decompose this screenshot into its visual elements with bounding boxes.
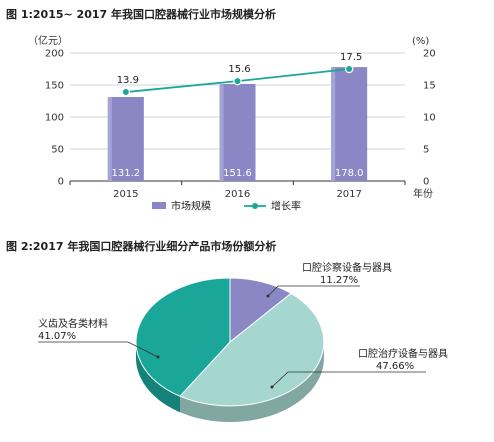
y-left-tick-label: 0 [58, 177, 64, 188]
y-right-tick-label: 15 [423, 81, 436, 92]
y-left-axis-label: （亿元） [28, 34, 68, 47]
line-value-label: 13.9 [117, 75, 139, 86]
pie-leader-dot [266, 294, 270, 298]
bar-value-label: 131.2 [112, 168, 141, 179]
bar [331, 67, 368, 181]
legend-bar-swatch [152, 202, 166, 209]
pie-leader-line [267, 285, 360, 297]
legend-bar-label: 市场规模 [171, 200, 211, 213]
line-point [233, 76, 242, 86]
y-right-tick-label: 5 [423, 145, 429, 156]
y-left-tick-label: 100 [45, 113, 64, 124]
pie-slice-name: 义齿及各类材料 [38, 317, 108, 330]
pie-slice-value: 47.66% [376, 361, 414, 372]
pie-slice [135, 277, 231, 397]
line-value-label: 17.5 [340, 52, 362, 63]
line-value-label: 15.6 [228, 64, 250, 75]
bar-value-label: 178.0 [335, 168, 364, 179]
y-right-tick-label: 0 [423, 177, 429, 188]
pie-slice-side [180, 344, 324, 422]
y-left-tick-label: 200 [45, 49, 64, 60]
legend-line-marker [252, 203, 258, 209]
x-tick-label: 2015 [113, 189, 138, 200]
y-right-tick-label: 10 [423, 113, 436, 124]
bar-highlight [219, 83, 224, 181]
pie-leader-dot [156, 355, 160, 359]
pie-slice [229, 277, 292, 344]
bar [107, 97, 144, 181]
bar [219, 83, 256, 181]
y-right-axis-label: (%) [412, 36, 429, 47]
line-point [121, 87, 131, 97]
pie-slice-value: 11.27% [320, 275, 358, 286]
x-tick-label: 2017 [336, 189, 361, 200]
pie-leader-line [38, 341, 159, 358]
bar-value-label: 151.6 [223, 168, 252, 179]
pie-slice-name: 口腔治疗设备与器具 [358, 347, 448, 360]
pie-slice [179, 292, 325, 407]
pie-slice-name: 口腔诊察设备与器具 [302, 261, 392, 274]
x-tick-label: 2016 [225, 189, 250, 200]
x-axis-label: 年份 [413, 187, 433, 200]
bar-highlight [107, 97, 112, 181]
figure2-title: 图 2:2017 年我国口腔器械行业细分产品市场份额分析 [6, 240, 277, 253]
pie-slice-value: 41.07% [38, 331, 76, 342]
bar-highlight [331, 67, 336, 181]
y-left-tick-label: 50 [51, 145, 64, 156]
pie-leader-dot [270, 385, 274, 389]
legend-line-label: 增长率 [271, 200, 301, 213]
line-point [344, 64, 354, 74]
y-left-tick-label: 150 [45, 81, 64, 92]
pie-leader-line [271, 371, 426, 388]
y-right-tick-label: 20 [423, 49, 436, 60]
figure1-title: 图 1:2015~ 2017 年我国口腔器械行业市场规模分析 [6, 8, 276, 21]
pie-slice-side [136, 343, 180, 413]
